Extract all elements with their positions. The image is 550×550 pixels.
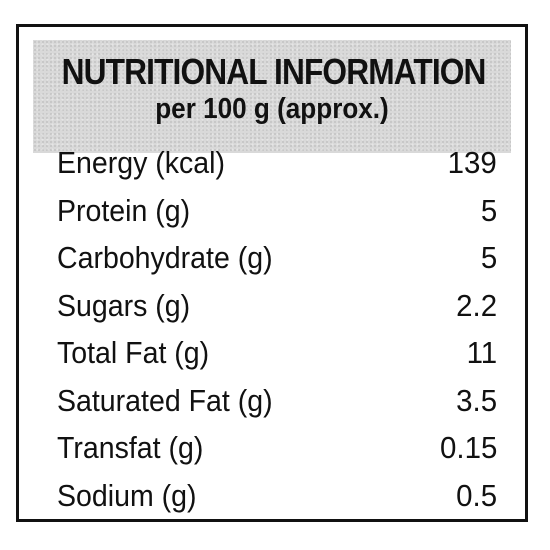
nutrient-name: Sugars (g) bbox=[57, 287, 191, 323]
nutrient-name: Protein (g) bbox=[57, 192, 191, 228]
nutrient-row-sugars: Sugars (g) 2.2 bbox=[57, 282, 497, 330]
label-subtitle: per 100 g (approx.) bbox=[155, 93, 389, 125]
nutrient-name: Total Fat (g) bbox=[57, 335, 210, 370]
nutrient-row-transfat: Transfat (g) 0.15 bbox=[57, 424, 497, 472]
nutrient-name: Sodium (g) bbox=[57, 477, 197, 513]
nutrient-value: 2.2 bbox=[456, 287, 497, 323]
nutrient-table: Energy (kcal) 139 Protein (g) 5 Carbohyd… bbox=[57, 139, 497, 519]
nutrient-row-protein: Protein (g) 5 bbox=[57, 187, 497, 235]
nutrient-name: Carbohydrate (g) bbox=[57, 240, 273, 275]
nutrient-value: 3.5 bbox=[456, 382, 497, 418]
nutrient-row-energy: Energy (kcal) 139 bbox=[57, 139, 497, 187]
nutrient-value: 11 bbox=[466, 335, 497, 370]
nutrient-value: 0.15 bbox=[439, 430, 497, 465]
label-header: NUTRITIONAL INFORMATION per 100 g (appro… bbox=[33, 40, 511, 153]
nutrient-row-saturated-fat: Saturated Fat (g) 3.5 bbox=[57, 377, 497, 425]
nutrient-row-total-fat: Total Fat (g) 11 bbox=[57, 329, 497, 377]
nutrient-name: Energy (kcal) bbox=[57, 145, 226, 180]
nutrient-name: Saturated Fat (g) bbox=[57, 382, 273, 418]
nutrient-value: 5 bbox=[480, 192, 497, 228]
nutrition-label: NUTRITIONAL INFORMATION per 100 g (appro… bbox=[16, 24, 528, 522]
nutrient-value: 139 bbox=[447, 145, 497, 180]
nutrient-name: Transfat (g) bbox=[57, 430, 204, 465]
label-title: NUTRITIONAL INFORMATION bbox=[61, 51, 487, 92]
nutrient-row-carbohydrate: Carbohydrate (g) 5 bbox=[57, 234, 497, 282]
nutrient-row-sodium: Sodium (g) 0.5 bbox=[57, 472, 497, 520]
nutrient-value: 5 bbox=[480, 240, 497, 275]
nutrient-value: 0.5 bbox=[456, 477, 497, 513]
